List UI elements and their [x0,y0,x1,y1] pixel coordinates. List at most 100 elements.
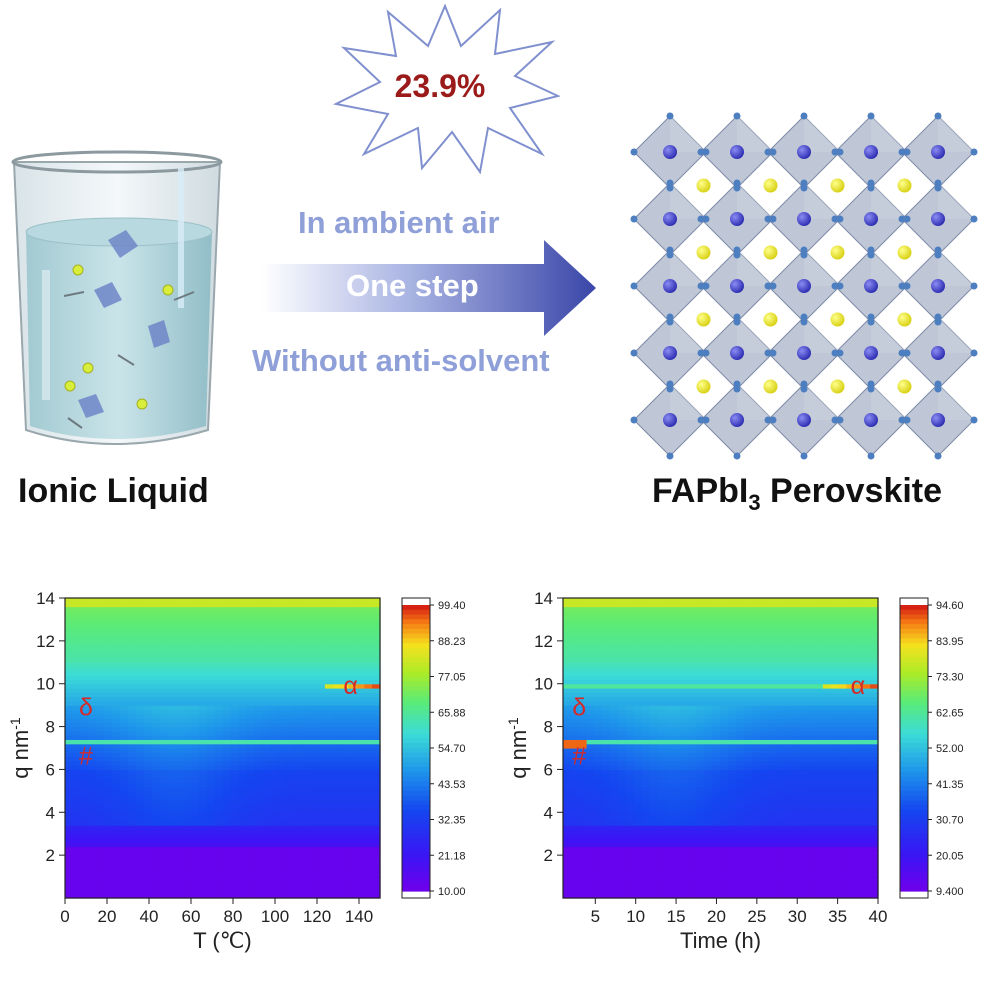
heatmap-cell [261,615,271,621]
heatmap-cell [744,893,753,899]
heatmap-cell [570,602,580,608]
heatmap-cell [744,670,753,676]
heatmap-cell [324,700,334,706]
heatmap-cell [72,820,82,826]
heatmap-cell [104,833,113,839]
heatmap-cell [88,859,98,865]
heatmap-cell [372,760,381,766]
heatmap-cell [324,816,334,822]
heatmap-cell [309,808,318,813]
heatmap-cell [736,846,745,852]
heatmap-cell [175,889,184,895]
heatmap-cell [348,876,357,882]
heatmap-cell [198,816,208,822]
octahedron-face [938,317,974,353]
heatmap-cell [681,739,690,745]
heatmap-cell [120,653,129,659]
heatmap-cell [112,752,121,758]
heatmap-cell [602,735,611,741]
heatmap-cell [293,893,302,899]
heatmap-cell [80,696,90,702]
heatmap-cell [752,790,761,796]
heatmap-cell [65,602,74,608]
heatmap-cell [332,889,342,895]
y-axis-label-main: q nm [8,730,33,779]
heatmap-cell [88,606,98,612]
heatmap-cell [238,658,247,663]
heatmap-cell [277,628,287,633]
heatmap-cell [72,799,82,805]
heatmap-cell [198,739,208,745]
heatmap-cell [238,803,247,809]
heatmap-cell [633,880,643,886]
heatmap-cell [128,623,137,629]
heatmap-cell [594,640,603,646]
heatmap-cell [96,726,105,732]
heatmap-cell [340,778,350,783]
heatmap-cell [657,765,666,771]
heatmap-cell [277,730,287,736]
heatmap-cell [159,610,168,616]
heatmap-cell [222,876,231,882]
heatmap-cell [626,739,635,745]
heatmap-cell [238,709,247,715]
heatmap-cell [135,790,145,796]
heatmap-cell [720,653,729,659]
heatmap-cell [626,666,635,672]
heatmap-cell [689,846,698,852]
heatmap-cell [238,765,247,771]
heatmap-cell [175,756,184,762]
heatmap-cell [665,838,674,843]
i-atom [867,184,875,192]
heatmap-cell [578,683,588,689]
heatmap-cell [167,786,176,792]
heatmap-cell [277,889,287,895]
heatmap-cell [681,670,690,676]
heatmap-cell [214,748,224,753]
heatmap-cell [72,795,82,801]
heatmap-cell [222,662,231,668]
heatmap-cell [128,739,137,745]
heatmap-cell [586,696,596,702]
heatmap-cell [665,619,674,625]
heatmap-cell [301,692,310,698]
heatmap-cell [633,735,643,741]
heatmap-cell [689,636,698,642]
heatmap-cell [206,803,216,809]
heatmap-cell [96,748,105,753]
heatmap-cell [665,675,674,681]
heatmap-cell [673,816,682,822]
heatmap-cell [626,842,635,848]
heatmap-cell [80,700,90,706]
heatmap-cell [214,760,224,766]
heatmap-cell [712,730,722,736]
i-atom [800,385,808,393]
heatmap-cell [704,726,714,732]
heatmap-cell [618,769,627,775]
colorbar-step [402,833,430,840]
colorbar-step [402,871,430,878]
heatmap-cell [626,756,635,762]
heatmap-cell [214,769,224,775]
heatmap-cell [332,640,342,646]
heatmap-cell [112,748,121,753]
heatmap-cell [372,885,381,891]
heatmap-cell [657,735,666,741]
heatmap-cell [183,696,192,702]
heatmap-cell [183,602,192,608]
heatmap-cell [744,756,753,762]
heatmap-cell [285,885,294,891]
heatmap-cell [332,842,342,848]
heatmap-cell [578,666,588,672]
heatmap-cell [657,752,666,758]
colorbar-step [402,767,430,773]
i-atom [702,349,710,357]
heatmap-cell [120,842,129,848]
heatmap-cell [610,675,619,681]
heatmap-cell [563,700,572,706]
heatmap-cell [633,773,643,779]
heatmap-cell [759,778,769,783]
heatmap-cell [269,700,279,706]
heatmap-cell [88,739,98,745]
heatmap-cell [317,726,326,732]
